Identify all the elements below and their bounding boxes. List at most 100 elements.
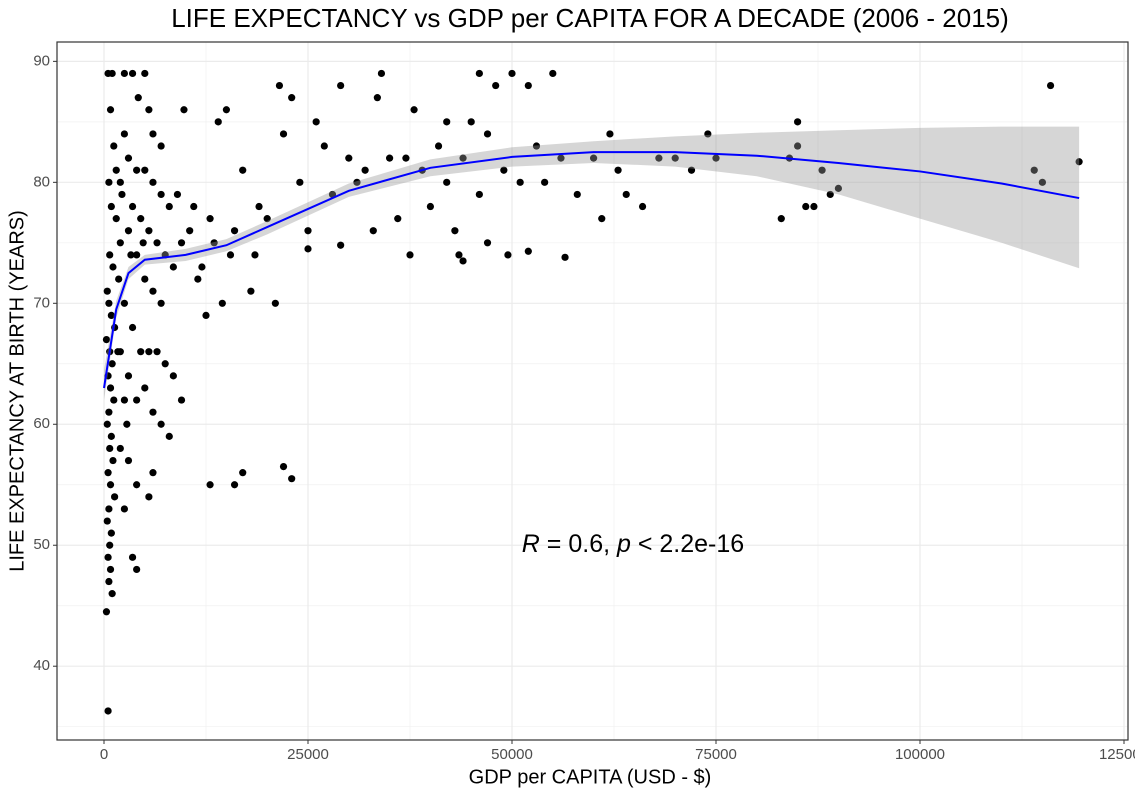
- point: [141, 166, 149, 174]
- point: [157, 420, 165, 428]
- point: [312, 118, 320, 126]
- point: [112, 166, 120, 174]
- y-tick-label: 50: [33, 536, 50, 553]
- point: [202, 311, 210, 319]
- point: [102, 335, 111, 344]
- point: [118, 190, 126, 199]
- point: [353, 178, 361, 186]
- point: [263, 215, 271, 223]
- point: [1030, 166, 1038, 174]
- point: [114, 348, 122, 356]
- annotation-part: R: [522, 530, 540, 558]
- point: [818, 166, 826, 174]
- point: [304, 227, 312, 235]
- point: [483, 130, 492, 138]
- point: [826, 190, 834, 199]
- point: [106, 384, 115, 392]
- point: [614, 166, 622, 174]
- point: [226, 251, 235, 259]
- point: [377, 69, 386, 78]
- point: [320, 142, 328, 150]
- point: [139, 239, 147, 247]
- point: [157, 142, 165, 150]
- point: [177, 239, 186, 247]
- point: [504, 251, 512, 259]
- point: [124, 456, 133, 465]
- point: [345, 154, 353, 162]
- point: [655, 154, 663, 162]
- point: [492, 81, 500, 90]
- point: [475, 69, 483, 78]
- point: [516, 178, 524, 186]
- point: [109, 263, 117, 271]
- point: [145, 348, 153, 356]
- smooth-line: [103, 151, 1080, 389]
- point: [230, 481, 239, 489]
- point: [177, 396, 186, 404]
- point: [296, 178, 304, 186]
- point: [451, 227, 459, 235]
- point: [434, 142, 443, 150]
- point: [107, 432, 115, 440]
- point: [475, 190, 483, 199]
- point: [271, 299, 279, 307]
- point: [426, 202, 435, 211]
- point: [161, 360, 169, 368]
- point: [149, 178, 157, 186]
- point: [116, 239, 124, 247]
- point: [109, 456, 117, 465]
- point: [115, 275, 123, 283]
- point: [230, 227, 239, 235]
- point: [459, 154, 467, 162]
- point: [704, 130, 712, 138]
- point: [107, 311, 115, 319]
- point: [108, 69, 116, 78]
- point: [549, 69, 557, 78]
- point: [103, 420, 111, 428]
- point: [133, 396, 141, 404]
- point: [402, 154, 410, 162]
- point: [108, 360, 116, 368]
- point: [102, 608, 111, 616]
- point: [304, 245, 312, 253]
- panel-border: [56, 41, 1129, 741]
- point: [288, 475, 296, 483]
- point: [459, 257, 467, 265]
- point: [443, 118, 451, 126]
- point: [105, 577, 113, 586]
- point: [105, 178, 113, 186]
- point: [106, 541, 114, 549]
- point: [532, 142, 541, 150]
- y-tick-label: 80: [33, 173, 50, 190]
- point: [141, 275, 149, 283]
- point: [606, 130, 614, 138]
- point: [141, 69, 149, 78]
- point: [210, 239, 218, 247]
- point: [638, 202, 647, 211]
- point: [149, 130, 157, 138]
- point: [777, 215, 785, 223]
- point: [386, 154, 394, 162]
- point: [123, 420, 131, 428]
- point: [128, 553, 137, 561]
- point: [141, 384, 149, 392]
- point: [120, 69, 129, 78]
- point: [104, 469, 112, 477]
- point: [561, 253, 569, 261]
- point: [1075, 158, 1083, 166]
- x-tick-label: 125000: [1099, 746, 1135, 763]
- point: [137, 348, 145, 356]
- point: [106, 444, 114, 453]
- point: [104, 553, 112, 561]
- point: [251, 251, 259, 259]
- point: [120, 396, 129, 404]
- point: [149, 287, 157, 295]
- point: [106, 251, 114, 259]
- point: [108, 590, 116, 598]
- point: [116, 178, 124, 186]
- point: [106, 481, 115, 489]
- point: [671, 154, 679, 162]
- point: [794, 142, 802, 150]
